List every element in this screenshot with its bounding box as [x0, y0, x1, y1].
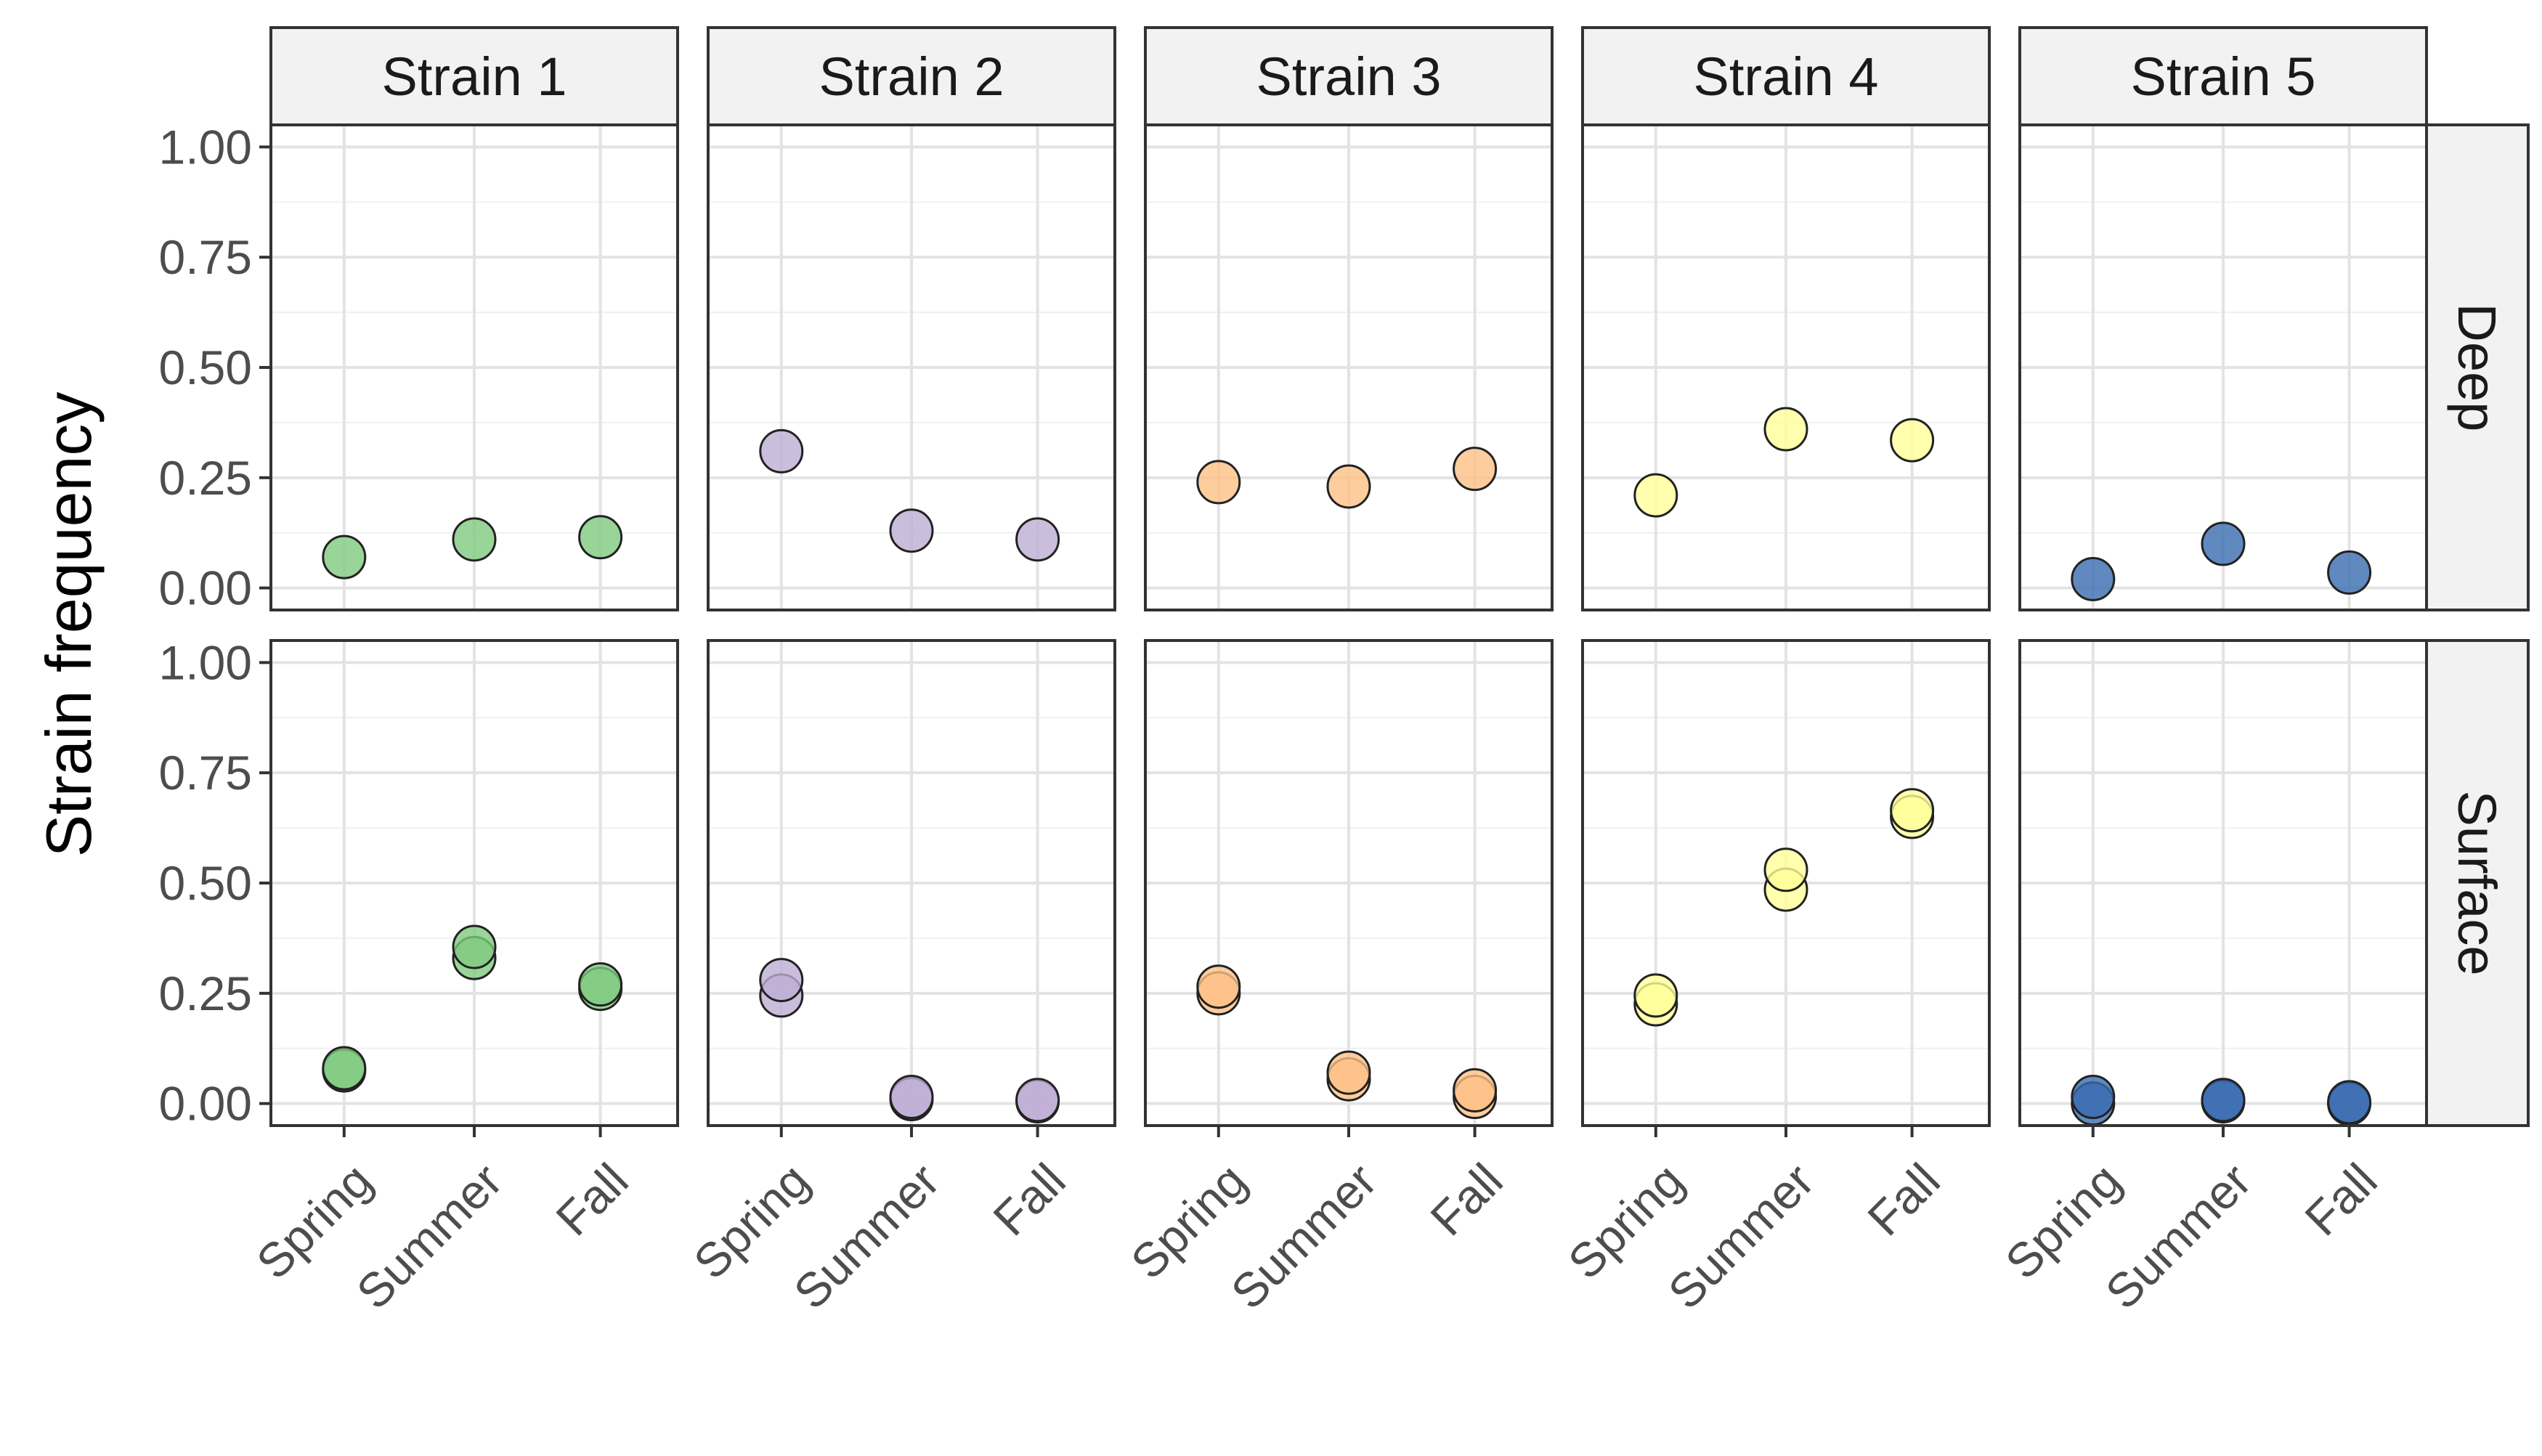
data-point-deep-strain-1-spring: [322, 534, 367, 579]
panel-surface-1: [269, 639, 679, 1127]
data-point-surface-strain-3-fall: [1453, 1067, 1498, 1113]
panel-border: [707, 123, 1116, 611]
x-tick-label-summer: Summer: [346, 1153, 513, 1319]
panel-surface-2: [707, 639, 1116, 1127]
data-point-deep-strain-1-summer: [452, 517, 497, 562]
data-point-deep-strain-3-fall: [1453, 447, 1498, 492]
data-point-deep-strain-5-summer: [2201, 521, 2246, 566]
data-point-deep-strain-5-fall: [2327, 550, 2372, 595]
data-point-surface-strain-4-fall: [1890, 788, 1935, 833]
panel-surface-4: [1581, 639, 1991, 1127]
data-point-deep-strain-4-fall: [1890, 418, 1935, 463]
y-tick-label: 1.00: [159, 120, 252, 174]
panel-border: [1581, 123, 1991, 611]
facet-strip-3: [1144, 26, 1554, 126]
panel-deep-1: [269, 123, 679, 611]
panel-surface-5: [2018, 639, 2428, 1127]
data-point-surface-strain-1-summer: [452, 924, 497, 969]
x-tick-label-fall: Fall: [983, 1153, 1076, 1246]
row-strip-surface: [2425, 639, 2530, 1127]
data-point-deep-strain-3-summer: [1326, 464, 1371, 509]
data-point-surface-strain-2-fall: [1015, 1078, 1060, 1123]
data-point-deep-strain-2-summer: [889, 508, 934, 553]
x-tick-label-fall: Fall: [545, 1153, 638, 1246]
panel-border: [2018, 123, 2428, 611]
data-point-surface-strain-2-spring: [759, 958, 804, 1003]
data-point-deep-strain-5-spring: [2071, 556, 2116, 601]
y-tick-label: 0.25: [159, 967, 252, 1020]
panel-surface-3: [1144, 639, 1554, 1127]
x-tick-label-summer: Summer: [1221, 1153, 1387, 1319]
y-tick-label: 0.25: [159, 451, 252, 505]
facet-strip-2: [707, 26, 1116, 126]
data-point-deep-strain-3-spring: [1196, 460, 1241, 505]
facet-strip-1: [269, 26, 679, 126]
row-strip-label-surface: Surface: [2447, 790, 2507, 975]
data-point-deep-strain-1-fall: [578, 515, 623, 560]
y-tick-label: 0.75: [159, 746, 252, 800]
data-point-surface-strain-1-spring: [322, 1046, 367, 1091]
y-tick-label: 0.50: [159, 341, 252, 394]
data-point-deep-strain-2-spring: [759, 428, 804, 473]
facet-strip-label-1: Strain 1: [381, 46, 567, 107]
x-tick-label-fall: Fall: [1857, 1153, 1950, 1246]
x-tick-label-fall: Fall: [1420, 1153, 1513, 1246]
y-tick-label: 0.50: [159, 856, 252, 910]
y-tick-label: 0.75: [159, 230, 252, 284]
data-point-surface-strain-4-spring: [1633, 973, 1678, 1018]
x-tick-label-summer: Summer: [2095, 1153, 2262, 1319]
y-tick-label: 1.00: [159, 635, 252, 689]
x-tick-label-fall: Fall: [2294, 1153, 2387, 1246]
facet-strip-label-2: Strain 2: [819, 46, 1004, 107]
data-point-deep-strain-4-spring: [1633, 473, 1678, 518]
data-point-surface-strain-4-summer: [1763, 847, 1808, 892]
data-point-deep-strain-2-fall: [1015, 517, 1060, 562]
x-tick-label-summer: Summer: [1658, 1153, 1824, 1319]
y-tick-label: 0.00: [159, 1077, 252, 1131]
data-point-surface-strain-5-summer: [2201, 1078, 2246, 1123]
data-point-surface-strain-5-spring: [2071, 1075, 2116, 1120]
data-point-surface-strain-5-fall: [2327, 1080, 2372, 1125]
facet-strip-label-5: Strain 5: [2130, 46, 2315, 107]
data-point-surface-strain-3-summer: [1326, 1050, 1371, 1095]
data-point-surface-strain-2-summer: [889, 1075, 934, 1120]
facet-strip-label-4: Strain 4: [1693, 46, 1878, 107]
panel-deep-2: [707, 123, 1116, 611]
facet-strip-4: [1581, 26, 1991, 126]
data-point-deep-strain-4-summer: [1763, 407, 1808, 452]
data-point-surface-strain-1-fall: [578, 962, 623, 1007]
panel-deep-5: [2018, 123, 2428, 611]
x-tick-label-summer: Summer: [784, 1153, 950, 1319]
facet-strip-label-3: Strain 3: [1256, 46, 1441, 107]
data-point-surface-strain-3-spring: [1196, 964, 1241, 1009]
y-axis-label: Strain frequency: [33, 392, 105, 858]
row-strip-label-deep: Deep: [2447, 304, 2507, 432]
y-tick-label: 0.00: [159, 561, 252, 615]
panel-deep-4: [1581, 123, 1991, 611]
panel-border: [1144, 123, 1554, 611]
panel-deep-3: [1144, 123, 1554, 611]
